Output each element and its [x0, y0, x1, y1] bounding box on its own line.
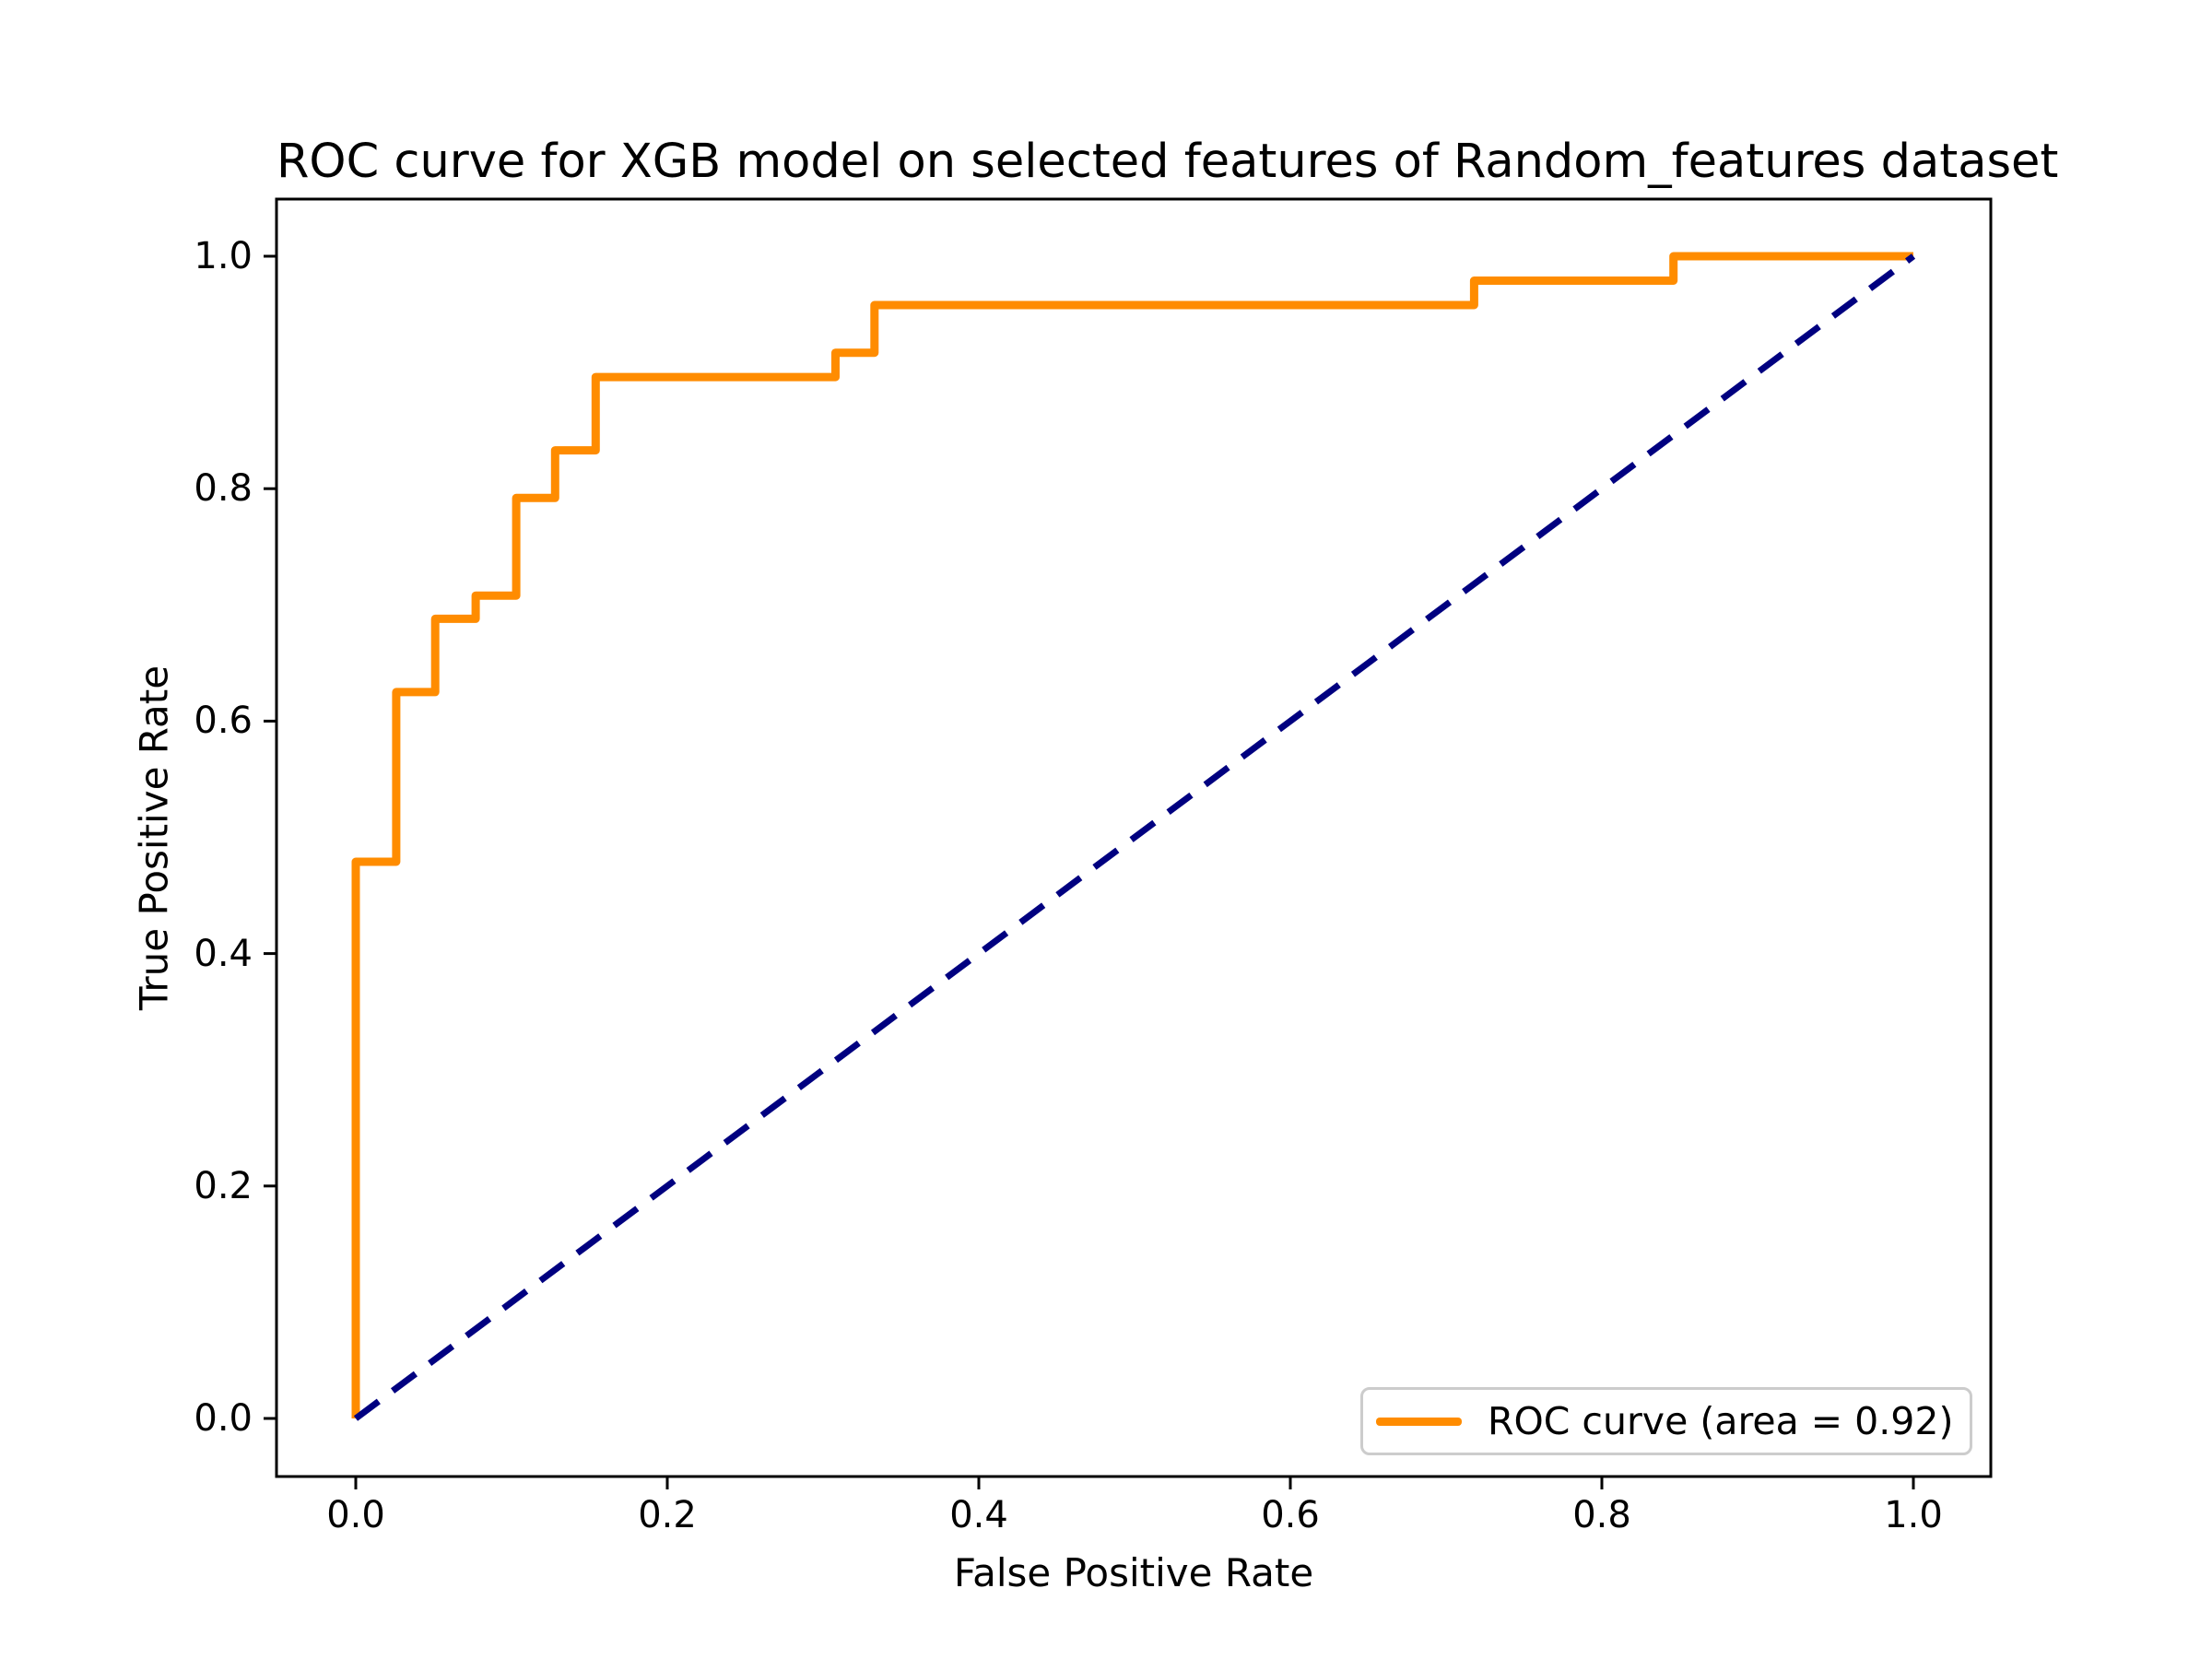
legend: ROC curve (area = 0.92) — [1360, 1387, 1972, 1455]
x-tick-label: 1.0 — [1884, 1494, 1943, 1536]
x-tick-label: 0.8 — [1572, 1494, 1631, 1536]
y-tick-label: 1.0 — [194, 235, 253, 277]
y-tick-label: 0.4 — [194, 932, 253, 975]
x-tick-label: 0.6 — [1261, 1494, 1320, 1536]
y-tick-label: 0.2 — [194, 1164, 253, 1207]
x-tick-label: 0.4 — [949, 1494, 1008, 1536]
y-tick-label: 0.6 — [194, 700, 253, 743]
x-tick-label: 0.2 — [638, 1494, 697, 1536]
x-axis-label: False Positive Rate — [953, 1550, 1314, 1595]
y-axis-label: True Positive Rate — [131, 665, 177, 1011]
roc-line-swatch — [1376, 1417, 1462, 1426]
legend-label: ROC curve (area = 0.92) — [1488, 1399, 1954, 1443]
y-tick-label: 0.8 — [194, 467, 253, 511]
chart-title: ROC curve for XGB model on selected feat… — [276, 135, 2059, 189]
chance-diagonal-line — [353, 253, 1916, 1421]
roc-curve-line — [351, 252, 1913, 1418]
x-tick-label: 0.0 — [326, 1494, 385, 1536]
axes-spines — [275, 197, 1993, 1478]
y-tick-label: 0.0 — [194, 1397, 253, 1440]
